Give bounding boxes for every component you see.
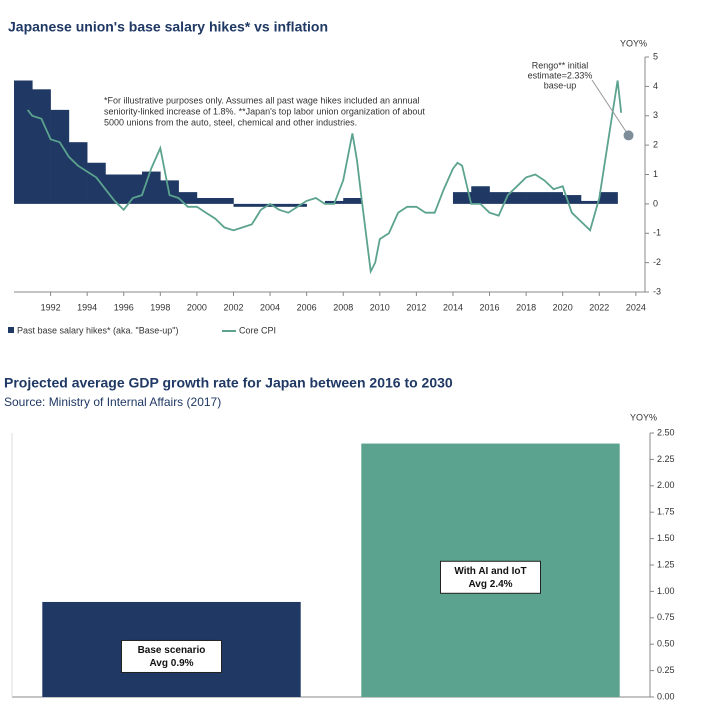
chart-title: Projected average GDP growth rate for Ja…	[4, 375, 453, 391]
bar	[50, 109, 70, 204]
y-tick-label: -2	[653, 257, 661, 267]
bar	[196, 198, 216, 204]
x-tick-label: 2012	[406, 302, 426, 312]
bar	[599, 192, 618, 204]
x-tick-label: 2020	[553, 302, 573, 312]
bar	[251, 203, 271, 207]
y-axis-label: YOY%	[630, 412, 657, 422]
x-tick-label: 1996	[114, 302, 134, 312]
y-tick-label: 1.00	[657, 586, 675, 596]
bar	[123, 174, 143, 204]
x-tick-label: 2002	[223, 302, 243, 312]
y-tick-label: 4	[653, 81, 658, 91]
bar	[178, 192, 198, 204]
x-tick-label: 2024	[626, 302, 646, 312]
y-tick-label: 2.00	[657, 480, 675, 490]
bar-category-label: With AI and IoT	[454, 566, 526, 577]
y-tick-label: 0.75	[657, 612, 675, 622]
y-tick-label: 1	[653, 169, 658, 179]
x-tick-label: 2006	[297, 302, 317, 312]
annotation-point	[623, 130, 634, 141]
footnote: *For illustrative purposes only. Assumes…	[104, 95, 420, 105]
y-tick-label: 0.25	[657, 665, 675, 675]
x-tick-label: 1998	[150, 302, 170, 312]
bar	[343, 198, 362, 204]
x-tick-label: 2004	[260, 302, 280, 312]
x-tick-label: 2018	[516, 302, 536, 312]
footnote: 5000 unions from the auto, steel, chemic…	[104, 117, 357, 127]
bar	[544, 192, 563, 204]
chart-title: Japanese union's base salary hikes* vs i…	[8, 19, 328, 35]
chart-subtitle: Source: Ministry of Internal Affairs (20…	[4, 395, 221, 409]
x-tick-label: 1992	[41, 302, 61, 312]
y-tick-label: 1.75	[657, 507, 675, 517]
bar	[14, 80, 33, 204]
legend-label: Past base salary hikes* (aka. "Base-up")	[17, 325, 178, 335]
annotation-leader	[591, 79, 629, 136]
bar	[68, 142, 88, 204]
bar-category-label: Base scenario	[138, 645, 206, 656]
bar	[507, 192, 527, 204]
legend-swatch	[8, 327, 14, 333]
bar	[452, 192, 472, 204]
legend-label: Core CPI	[239, 325, 276, 335]
y-tick-label: 2.25	[657, 454, 675, 464]
annotation: estimate=2.33%	[528, 70, 593, 80]
bar-value-label: Avg 2.4%	[468, 579, 512, 590]
bar	[580, 200, 600, 204]
bar	[562, 195, 582, 204]
x-tick-label: 2022	[589, 302, 609, 312]
x-tick-label: 2008	[333, 302, 353, 312]
bar	[215, 198, 234, 204]
bar	[233, 203, 253, 207]
label-box	[440, 560, 541, 594]
line	[26, 80, 623, 275]
bar	[526, 192, 545, 204]
x-tick-label: 1994	[77, 302, 97, 312]
y-tick-label: -3	[653, 286, 661, 296]
y-tick-label: 2.50	[657, 427, 675, 437]
bar-value-label: Avg 0.9%	[149, 658, 193, 669]
footnote: seniority-linked increase of 1.8%. **Jap…	[104, 106, 425, 116]
y-axis-label: YOY%	[620, 38, 647, 48]
x-tick-label: 2010	[370, 302, 390, 312]
y-tick-label: 3	[653, 110, 658, 120]
annotation: Rengo** initial	[532, 60, 589, 70]
y-tick-label: -1	[653, 228, 661, 238]
bar	[32, 89, 51, 204]
bar	[270, 203, 289, 207]
label-box	[121, 639, 222, 673]
bar	[489, 192, 509, 204]
y-tick-label: 1.25	[657, 559, 675, 569]
bar	[87, 162, 106, 204]
y-tick-label: 0.50	[657, 639, 675, 649]
bar	[288, 203, 307, 207]
bar	[471, 186, 490, 204]
y-tick-label: 2	[653, 140, 658, 150]
x-tick-label: 2000	[187, 302, 207, 312]
y-tick-label: 0	[653, 198, 658, 208]
x-tick-label: 2016	[480, 302, 500, 312]
annotation: base-up	[544, 80, 577, 90]
x-tick-label: 2014	[443, 302, 463, 312]
y-tick-label: 5	[653, 51, 658, 61]
bar	[105, 174, 125, 204]
y-tick-label: 1.50	[657, 533, 675, 543]
y-tick-label: 0.00	[657, 691, 675, 701]
